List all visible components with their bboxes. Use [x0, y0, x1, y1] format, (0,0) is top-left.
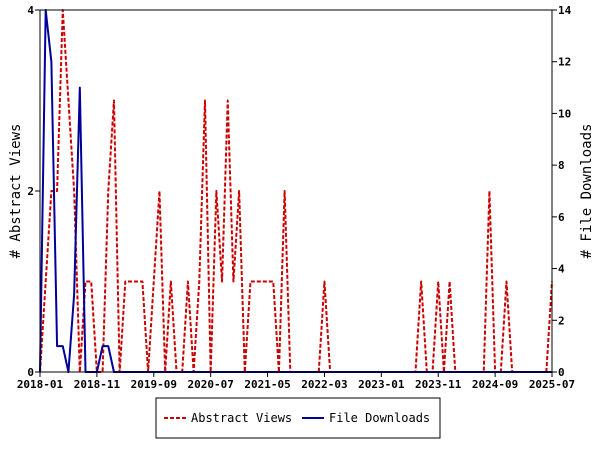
y-right-tick-label-6: 6	[558, 211, 565, 224]
x-tick-label-2021-05: 2021-05	[244, 378, 290, 391]
x-tick-label-2023-11: 2023-11	[415, 378, 462, 391]
x-tick-label-2024-09: 2024-09	[472, 378, 518, 391]
y-right-tick-label-12: 12	[558, 56, 571, 69]
x-tick-label-2018-11: 2018-11	[74, 378, 121, 391]
y-axis-right-title: # File Downloads	[579, 124, 595, 259]
x-tick-label-2020-07: 2020-07	[187, 378, 233, 391]
x-tick-label-2023-01: 2023-01	[358, 378, 405, 391]
legend-box	[155, 397, 441, 439]
y-right-tick-label-14: 14	[558, 4, 572, 17]
legend-label-file-downloads: File Downloads	[329, 411, 430, 425]
x-tick-label-2019-09: 2019-09	[131, 378, 177, 391]
y-right-tick-label-8: 8	[558, 159, 565, 172]
x-tick-label-2022-03: 2022-03	[301, 378, 347, 391]
y-left-tick-label-2: 2	[27, 185, 34, 198]
y-right-tick-label-2: 2	[558, 314, 565, 327]
ticks-layer: 2018-01 2018-11 2019-09 2020-07 2021-05 2022-…	[17, 4, 575, 391]
x-tick-label-2025-07: 2025-07	[529, 378, 575, 391]
y-left-tick-label-0: 0	[27, 366, 34, 379]
y-axis-left-title: # Abstract Views	[8, 124, 24, 259]
y-right-tick-label-10: 10	[558, 107, 571, 120]
legend: Abstract Views File Downloads	[155, 397, 441, 439]
y-right-tick-label-4: 4	[558, 263, 565, 276]
x-tick-label-2018-01: 2018-01	[17, 378, 64, 391]
y-left-tick-label-4: 4	[27, 4, 34, 17]
legend-label-abstract-views: Abstract Views	[191, 411, 292, 425]
y-right-tick-label-0: 0	[558, 366, 565, 379]
